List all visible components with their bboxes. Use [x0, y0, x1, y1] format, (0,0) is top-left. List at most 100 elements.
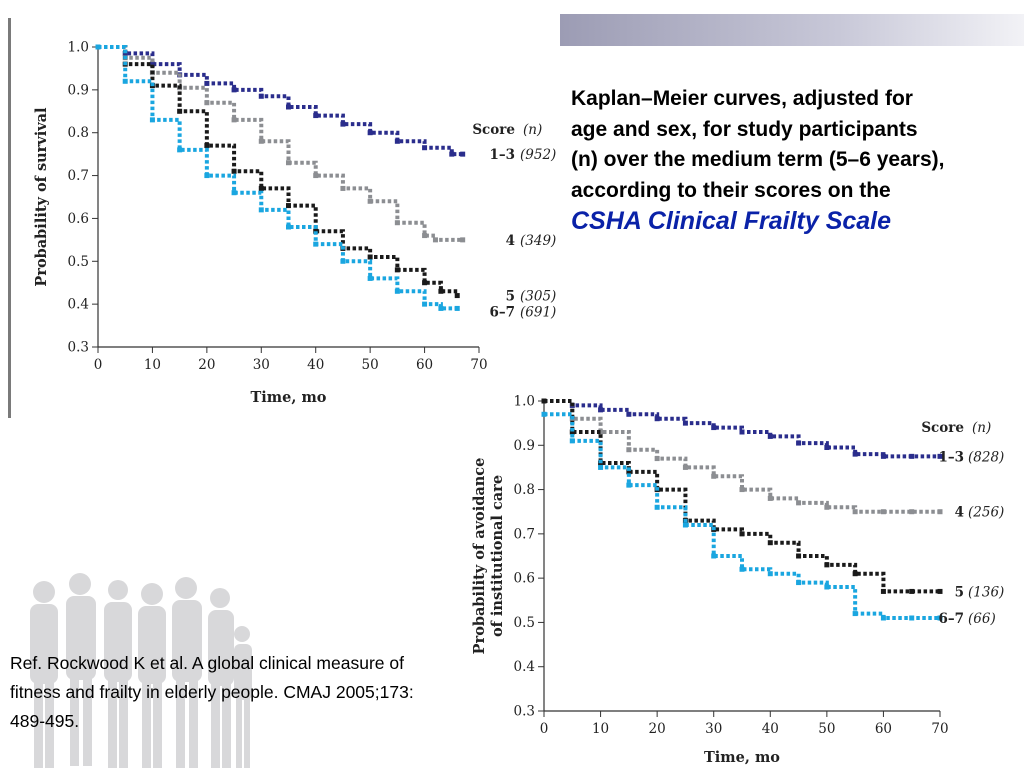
series-line — [544, 412, 940, 620]
legend-series-n: (136) — [968, 584, 1004, 600]
legend-series-n: (305) — [520, 289, 556, 305]
x-tick-label: 0 — [94, 357, 103, 373]
legend-series-n: (349) — [520, 233, 556, 249]
data-point — [422, 233, 428, 239]
data-point — [569, 429, 575, 435]
series-line — [544, 399, 940, 514]
series-1 — [95, 44, 466, 243]
data-point — [231, 190, 237, 196]
data-point — [598, 407, 604, 413]
data-point — [598, 429, 604, 435]
x-tick-label: 40 — [307, 357, 324, 373]
data-point — [852, 571, 858, 577]
data-point — [286, 104, 291, 110]
data-point — [654, 456, 660, 462]
data-point — [682, 420, 688, 426]
data-point — [422, 145, 428, 151]
legend-series-n: (256) — [968, 505, 1004, 521]
series-2 — [95, 44, 460, 299]
y-tick-label: 0.6 — [514, 571, 535, 587]
legend-series-name: 6–7 — [489, 305, 515, 321]
y-tick-label: 0.3 — [514, 704, 535, 720]
x-tick-label: 0 — [540, 721, 549, 737]
data-point — [796, 440, 802, 446]
legend-series-name: 6–7 — [938, 611, 964, 627]
data-point — [367, 275, 373, 281]
data-point — [598, 464, 604, 470]
data-point — [711, 425, 717, 431]
x-tick-label: 20 — [649, 721, 666, 737]
data-point — [258, 138, 264, 144]
data-point — [739, 429, 745, 435]
x-tick-label: 40 — [762, 721, 779, 737]
data-point — [824, 562, 830, 568]
legend-series-n: (828) — [968, 449, 1004, 465]
y-tick-label: 0.5 — [514, 615, 535, 631]
data-point — [626, 482, 632, 488]
data-point — [177, 108, 183, 114]
y-tick-label: 0.7 — [514, 526, 535, 542]
data-point — [937, 509, 943, 515]
data-point — [95, 44, 101, 50]
data-point — [937, 615, 943, 621]
data-point — [122, 50, 128, 56]
data-point — [909, 588, 915, 594]
data-point — [340, 258, 346, 264]
institutional-care-chart: 0.3 0.4 0.5 0.6 0.7 0.8 0.9 1.0 0 10 20 30 40 50 60 70 T… — [462, 385, 1024, 768]
series-line — [544, 399, 940, 594]
data-point — [286, 160, 291, 166]
y-tick-label: 0.9 — [514, 438, 535, 454]
series-layer — [95, 44, 466, 311]
data-point — [149, 117, 155, 123]
y-tick-label: 0.4 — [514, 659, 535, 675]
reference-line: fitness and frailty in elderly people. C… — [10, 682, 414, 702]
data-point — [422, 280, 428, 286]
y-tick-label: 0.4 — [68, 297, 89, 313]
legend-header-n: (n) — [523, 122, 542, 138]
data-point — [796, 580, 802, 586]
data-point — [394, 138, 400, 144]
data-point — [367, 254, 373, 260]
data-point — [313, 113, 319, 119]
series-line — [544, 399, 940, 459]
data-point — [231, 117, 237, 123]
x-tick-label: 10 — [144, 357, 161, 373]
data-point — [880, 615, 886, 621]
data-point — [909, 615, 915, 621]
data-point — [231, 87, 237, 93]
series-line — [98, 45, 463, 242]
series-0 — [541, 398, 943, 459]
data-point — [460, 237, 466, 243]
data-point — [654, 416, 660, 422]
data-point — [739, 531, 745, 537]
data-point — [569, 438, 575, 444]
legend-series-n: (691) — [520, 305, 556, 321]
reference-citation: Ref. Rockwood K et al. A global clinical… — [10, 649, 480, 736]
data-point — [682, 464, 688, 470]
legend-series-name: 5 — [506, 289, 515, 305]
data-point — [394, 220, 400, 226]
axes: 0.3 0.4 0.5 0.6 0.7 0.8 0.9 1.0 0 10 20 30 40 50 60 70 T… — [33, 40, 488, 407]
data-point — [394, 267, 400, 273]
description-line: age and sex, for study participants — [571, 117, 918, 141]
data-point — [909, 453, 915, 459]
chart-description: Kaplan–Meier curves, adjusted for age an… — [571, 84, 1024, 237]
data-point — [767, 571, 773, 577]
x-axis-label: Time, mo — [704, 749, 780, 766]
survival-chart: 0.3 0.4 0.5 0.6 0.7 0.8 0.9 1.0 0 10 20 30 40 50 60 70 T… — [12, 18, 560, 418]
description-line: (n) over the medium term (5–6 years), — [571, 148, 945, 171]
x-tick-label: 20 — [198, 357, 215, 373]
data-point — [313, 241, 319, 247]
header-gradient-bar — [560, 14, 1024, 46]
legend-series-n: (66) — [968, 611, 996, 627]
data-point — [149, 61, 155, 67]
y-tick-label: 0.7 — [68, 168, 89, 184]
data-point — [367, 198, 373, 204]
y-tick-label: 0.9 — [68, 82, 89, 98]
data-point — [682, 522, 688, 528]
data-point — [909, 509, 915, 515]
y-axis-label: Probability of avoidance — [471, 458, 488, 655]
data-point — [454, 293, 460, 299]
data-point — [258, 93, 264, 99]
data-point — [367, 130, 373, 136]
